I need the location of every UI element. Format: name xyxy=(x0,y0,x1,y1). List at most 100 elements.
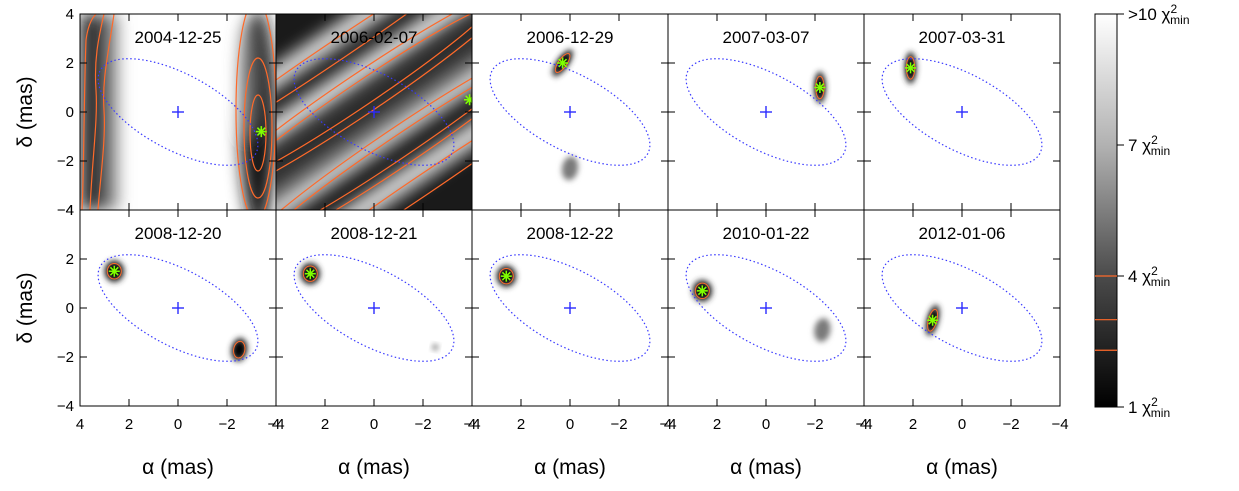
colorbar-label: 1 χ2 min xyxy=(1128,395,1170,420)
secondary-minimum xyxy=(561,156,579,181)
panel-2006-12-29: 2006-12-29 xyxy=(471,13,669,211)
y-axis-title-top: δ (mas) xyxy=(14,76,37,147)
panel-date-label: 2008-12-22 xyxy=(527,224,614,243)
center-marker xyxy=(760,302,772,314)
center-marker xyxy=(564,302,576,314)
chi2-landscape-2004-12-25 xyxy=(80,14,276,210)
panel-2008-12-20: 2008-12-20 −4 −2 0 2 4 4 2 0 −2 −4 xyxy=(57,202,285,433)
panel-2010-01-22: 2010-01-22 4 2 0 −2 −4 xyxy=(664,209,873,433)
center-marker xyxy=(172,106,184,118)
x-axis-title-1: α (mas) xyxy=(142,456,214,479)
x-tick-label: −4 xyxy=(855,416,872,433)
chi2-landscape-2006-02-07 xyxy=(276,14,472,210)
orbit-ellipse xyxy=(97,254,259,362)
x-tick-label: 2 xyxy=(321,416,329,433)
x-tick-label: −4 xyxy=(463,416,480,433)
x-axis-title-3: α (mas) xyxy=(534,456,606,479)
panel-date-label: 2008-12-20 xyxy=(135,224,222,243)
secondary-minimum xyxy=(814,318,831,342)
y-tick-label: 4 xyxy=(66,6,74,23)
x-tick-label: 4 xyxy=(272,416,280,433)
best-fit-star xyxy=(557,57,569,69)
best-fit-star xyxy=(696,285,708,297)
colorbar-label: >10 χ2 min xyxy=(1128,2,1190,27)
x-tick-label: 2 xyxy=(713,416,721,433)
panel-date-label: 2010-01-22 xyxy=(723,224,810,243)
panel-date-label: 2008-12-21 xyxy=(331,224,418,243)
panel-date-label: 2004-12-25 xyxy=(135,28,222,47)
x-axis-title-2: α (mas) xyxy=(338,456,410,479)
colorbar-ticks: >10 χ2 min 7 χ2 min 4 χ2 min 1 χ2 min xyxy=(1095,2,1190,420)
center-marker xyxy=(956,302,968,314)
panel-2007-03-07: 2007-03-07 xyxy=(667,13,865,211)
best-fit-star xyxy=(905,62,917,74)
panel-2006-02-07: 2006-02-07 xyxy=(275,13,476,211)
secondary-minimum xyxy=(231,337,248,362)
x-tick-label: −2 xyxy=(1002,416,1019,433)
orbit-ellipse xyxy=(685,58,847,166)
x-tick-label: −2 xyxy=(414,416,431,433)
y-axis-title-bottom: δ (mas) xyxy=(14,272,37,343)
x-tick-label: 2 xyxy=(909,416,917,433)
panel-2008-12-21: 2008-12-21 4 2 0 −2 −4 xyxy=(272,209,481,433)
y-tick-label: −4 xyxy=(57,398,74,415)
x-tick-label: −2 xyxy=(610,416,627,433)
secondary-minimum xyxy=(432,344,439,351)
best-fit-star xyxy=(814,82,826,93)
best-fit-star xyxy=(927,314,939,326)
center-marker xyxy=(564,106,576,118)
center-marker xyxy=(760,106,772,118)
center-marker xyxy=(368,106,380,118)
center-marker xyxy=(172,302,184,314)
orbit-ellipse xyxy=(685,254,847,362)
x-tick-label: −4 xyxy=(659,416,676,433)
y-tick-label: 0 xyxy=(66,300,74,317)
y-tick-label: 2 xyxy=(66,251,74,268)
orbit-ellipse xyxy=(293,58,455,166)
x-axis-title-4: α (mas) xyxy=(730,456,802,479)
x-tick-label: 0 xyxy=(370,416,378,433)
colorbar-label: 7 χ2 min xyxy=(1128,133,1170,158)
x-tick-label: −4 xyxy=(1051,416,1068,433)
center-marker xyxy=(956,106,968,118)
panel-2007-03-31: 2007-03-31 xyxy=(863,13,1061,211)
orbit-ellipse xyxy=(489,254,651,362)
x-axis-title-5: α (mas) xyxy=(926,456,998,479)
y-tick-label: −4 xyxy=(57,202,74,219)
x-tick-label: 4 xyxy=(860,416,868,433)
best-fit-star xyxy=(500,270,512,282)
orbit-ellipse xyxy=(97,58,259,166)
x-tick-label: −2 xyxy=(218,416,235,433)
y-tick-label: 0 xyxy=(66,104,74,121)
x-tick-label: 0 xyxy=(566,416,574,433)
x-tick-label: 0 xyxy=(762,416,770,433)
panel-date-label: 2007-03-07 xyxy=(723,28,810,47)
panel-2012-01-06: 2012-01-06 4 2 0 −2 −4 xyxy=(860,209,1069,433)
x-tick-label: 0 xyxy=(174,416,182,433)
x-tick-label: −2 xyxy=(806,416,823,433)
x-tick-label: 4 xyxy=(664,416,672,433)
x-tick-label: 0 xyxy=(958,416,966,433)
colorbar-gradient xyxy=(1094,13,1118,408)
colorbar-label: 4 χ2 min xyxy=(1128,264,1170,289)
panel-date-label: 2012-01-06 xyxy=(919,224,1006,243)
y-tick-label: 4 xyxy=(66,202,74,219)
x-tick-label: 2 xyxy=(125,416,133,433)
panel-date-label: 2007-03-31 xyxy=(919,28,1006,47)
panel-date-label: 2006-12-29 xyxy=(527,28,614,47)
panel-2008-12-22: 2008-12-22 4 2 0 −2 −4 xyxy=(468,209,677,433)
panel-date-label: 2006-02-07 xyxy=(331,28,418,47)
y-tick-label: −2 xyxy=(57,349,74,366)
x-tick-label: 2 xyxy=(517,416,525,433)
x-tick-label: −4 xyxy=(267,416,284,433)
orbit-ellipse xyxy=(881,254,1043,362)
x-tick-label: 4 xyxy=(468,416,476,433)
center-marker xyxy=(368,302,380,314)
colorbar: >10 χ2 min 7 χ2 min 4 χ2 min 1 χ2 min xyxy=(1094,2,1190,420)
y-tick-label: 2 xyxy=(66,55,74,72)
best-fit-star xyxy=(108,265,120,277)
orbit-ellipse xyxy=(293,254,455,362)
